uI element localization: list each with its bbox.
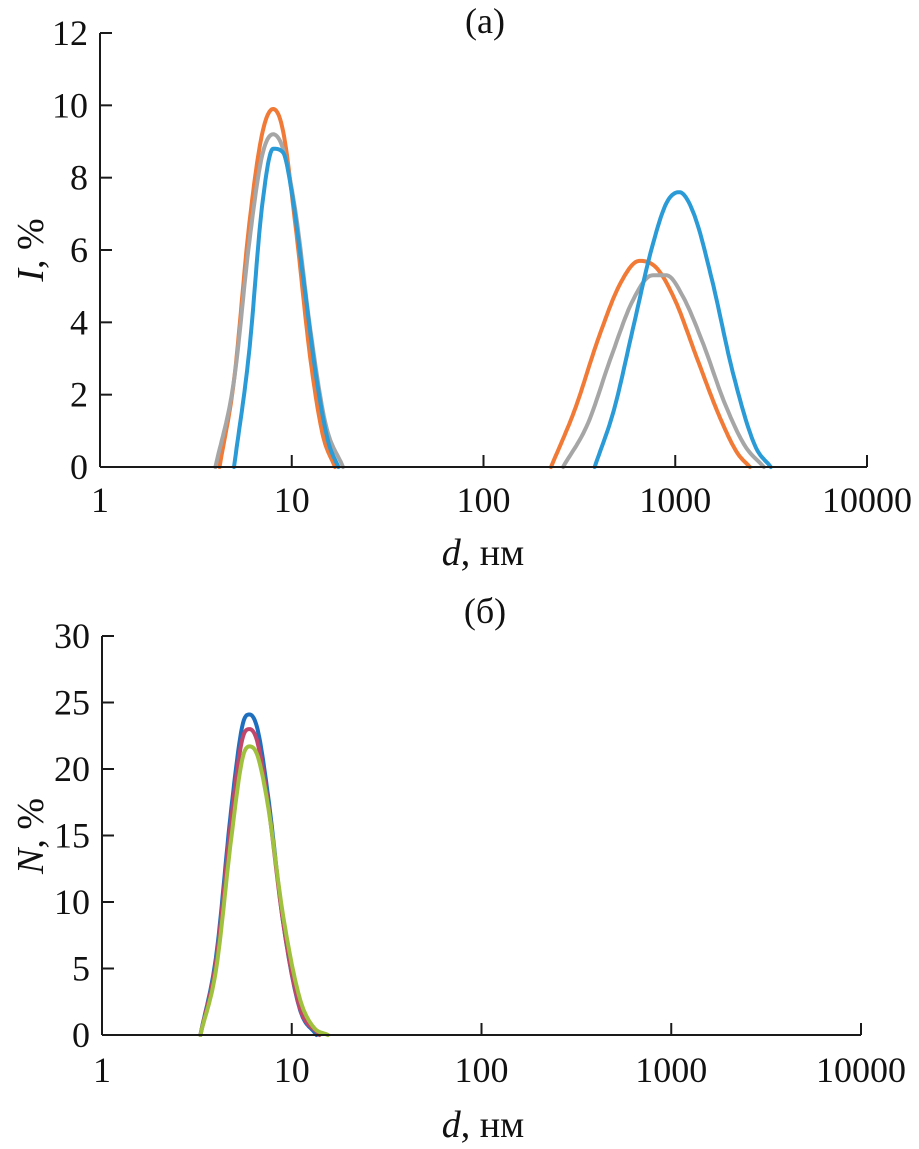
panel-a-label: (a) [465, 1, 505, 41]
panel-a-y-tick-label: 8 [70, 158, 88, 198]
panel-a-series-1-peak-2 [549, 258, 752, 469]
panel-a-series-3-peak-2 [592, 190, 773, 469]
panel-a-chart: (a) 1 10 100 1000 10000 0 2 4 6 8 10 12 d, нм I, % [10, 1, 912, 574]
panel-b-label: (б) [464, 591, 506, 631]
panel-a-y-tick-label: 12 [52, 13, 88, 53]
panel-b-x-tick-label: 100 [455, 1050, 509, 1090]
panel-b-series-3-peak-1 [198, 744, 330, 1037]
panel-a-series-1-peak-1 [217, 107, 337, 469]
panel-b-x-tick-label: 10 [274, 1050, 310, 1090]
panel-a-series-2-peak-2 [561, 273, 766, 469]
panel-b-y-tick-label: 25 [54, 683, 90, 723]
panel-b-y-tick-label: 20 [54, 749, 90, 789]
panel-b-series [198, 712, 330, 1037]
panel-a-y-axis-title: I, % [10, 218, 52, 282]
panel-a-series [213, 107, 773, 469]
panel-b-y-tick-label: 5 [72, 949, 90, 989]
panel-a-x-tick-label: 100 [457, 480, 511, 520]
panel-b-series-2-peak-1 [198, 727, 322, 1037]
panel-b-y-tick-label: 0 [72, 1015, 90, 1055]
panel-b-x-axis-title: d, нм [442, 1104, 524, 1146]
panel-a-x-tick-label: 1000 [639, 480, 711, 520]
panel-a-y-tick-label: 0 [70, 447, 88, 487]
panel-a-y-tick-label: 4 [70, 302, 88, 342]
panel-a-x-tick-label: 10000 [822, 480, 912, 520]
panel-b-ticks: 1 10 100 1000 10000 0 5 10 15 20 25 30 [54, 616, 906, 1090]
panel-b-chart: (б) 1 10 100 1000 10000 0 5 10 15 20 25 30 d, нм N,… [10, 591, 906, 1146]
panel-b-x-tick-label: 10000 [816, 1050, 906, 1090]
panel-a-series-3-peak-1 [232, 146, 341, 469]
panel-b-x-tick-label: 1 [93, 1050, 111, 1090]
panel-b-x-tick-label: 1000 [635, 1050, 707, 1090]
panel-b-y-tick-label: 30 [54, 616, 90, 656]
panel-b-y-tick-label: 15 [54, 816, 90, 856]
panel-a-x-axis-title: d, нм [442, 532, 524, 574]
panel-b-y-axis-title: N, % [10, 798, 52, 875]
panel-a-y-tick-label: 2 [70, 375, 88, 415]
panel-a-ticks: 1 10 100 1000 10000 0 2 4 6 8 10 12 [52, 13, 912, 520]
panel-b-y-tick-label: 10 [54, 882, 90, 922]
panel-a-x-tick-label: 1 [91, 480, 109, 520]
panel-a-x-tick-label: 10 [274, 480, 310, 520]
panel-a-y-tick-label: 6 [70, 230, 88, 270]
panel-a-y-tick-label: 10 [52, 85, 88, 125]
